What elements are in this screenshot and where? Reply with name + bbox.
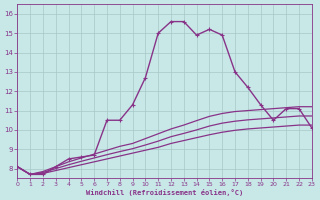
X-axis label: Windchill (Refroidissement éolien,°C): Windchill (Refroidissement éolien,°C)	[86, 189, 243, 196]
